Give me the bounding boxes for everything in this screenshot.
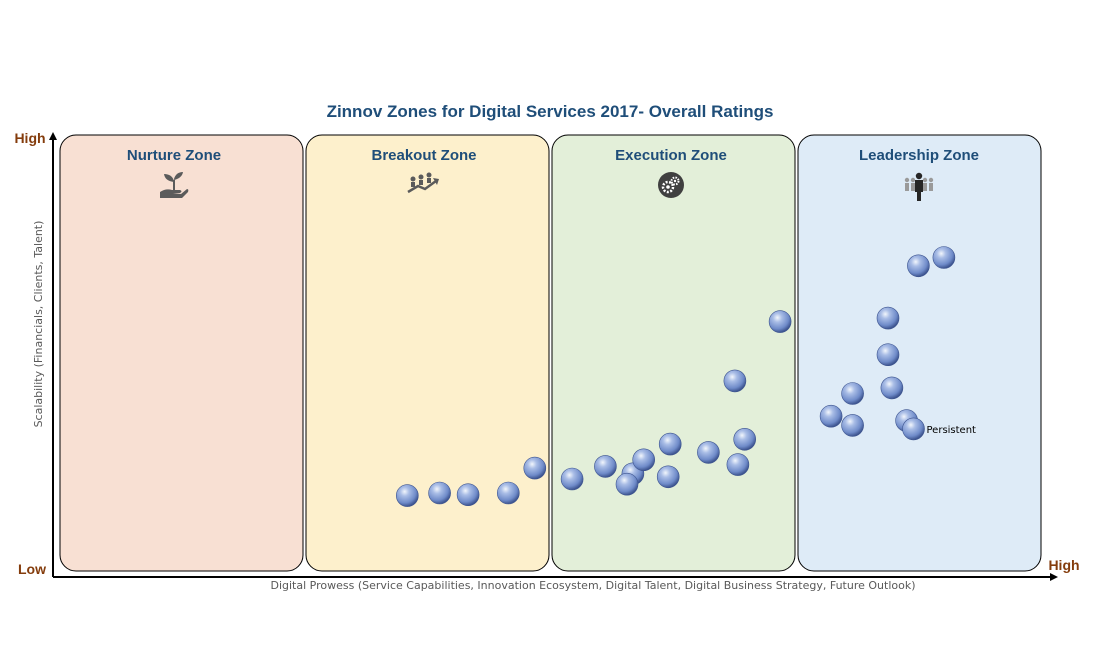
data-point-16 [723, 369, 747, 393]
data-point-27 [902, 417, 925, 441]
data-point-12 [656, 465, 680, 489]
data-point-11 [658, 432, 682, 456]
data-point-20 [841, 414, 864, 437]
zone-breakout: Breakout Zone [305, 134, 550, 572]
data-point-7 [594, 455, 617, 478]
data-point-15 [733, 427, 757, 451]
data-point-6 [560, 467, 584, 491]
data-point-4 [496, 481, 520, 505]
data-point-23 [880, 376, 904, 400]
data-point-5 [523, 456, 547, 480]
zone-execution-label: Execution Zone [615, 147, 727, 164]
zone-execution-box [551, 134, 796, 572]
data-point-2 [428, 481, 451, 505]
data-point-25 [907, 254, 930, 278]
data-point-21 [876, 306, 900, 330]
zone-nurture-label: Nurture Zone [127, 147, 221, 164]
rising-growth-icon [407, 172, 439, 194]
zone-leadership-label: Leadership Zone [859, 147, 979, 164]
axes-group: High Low High Digital Prowess (Service C… [14, 130, 1079, 592]
data-point-3 [456, 483, 480, 507]
data-point-10 [632, 448, 656, 472]
zone-breakout-box [305, 134, 550, 572]
data-point-18 [819, 404, 843, 428]
data-point-19 [841, 382, 864, 405]
y-axis-title: Scalability (Financials, Clients, Talent… [32, 221, 45, 428]
zone-nurture-box [59, 134, 304, 572]
data-point-17 [768, 310, 792, 333]
zone-leadership-box [797, 134, 1042, 572]
data-point-13 [697, 441, 720, 464]
leader-group-icon [904, 172, 934, 201]
zone-execution: Execution Zone [551, 134, 796, 572]
data-point-9 [615, 472, 639, 496]
data-point-1 [395, 484, 419, 507]
data-point-14 [726, 453, 750, 476]
data-point-label: Persistent [927, 425, 977, 436]
plant-hand-icon [160, 172, 189, 198]
data-points-group: Persistent [395, 246, 977, 507]
x-axis-title: Digital Prowess (Service Capabilities, I… [270, 579, 915, 592]
chart-title: Zinnov Zones for Digital Services 2017- … [327, 102, 774, 121]
data-point-22 [876, 343, 900, 367]
gears-icon [658, 172, 684, 198]
zone-nurture: Nurture Zone [59, 134, 304, 572]
x-axis-high-label: High [1048, 557, 1079, 573]
y-axis-high-label: High [14, 130, 45, 146]
x-axis-low-label: Low [18, 561, 46, 577]
zone-leadership: Leadership Zone [797, 134, 1042, 572]
data-point-26 [932, 246, 956, 269]
zone-breakout-label: Breakout Zone [371, 147, 476, 164]
